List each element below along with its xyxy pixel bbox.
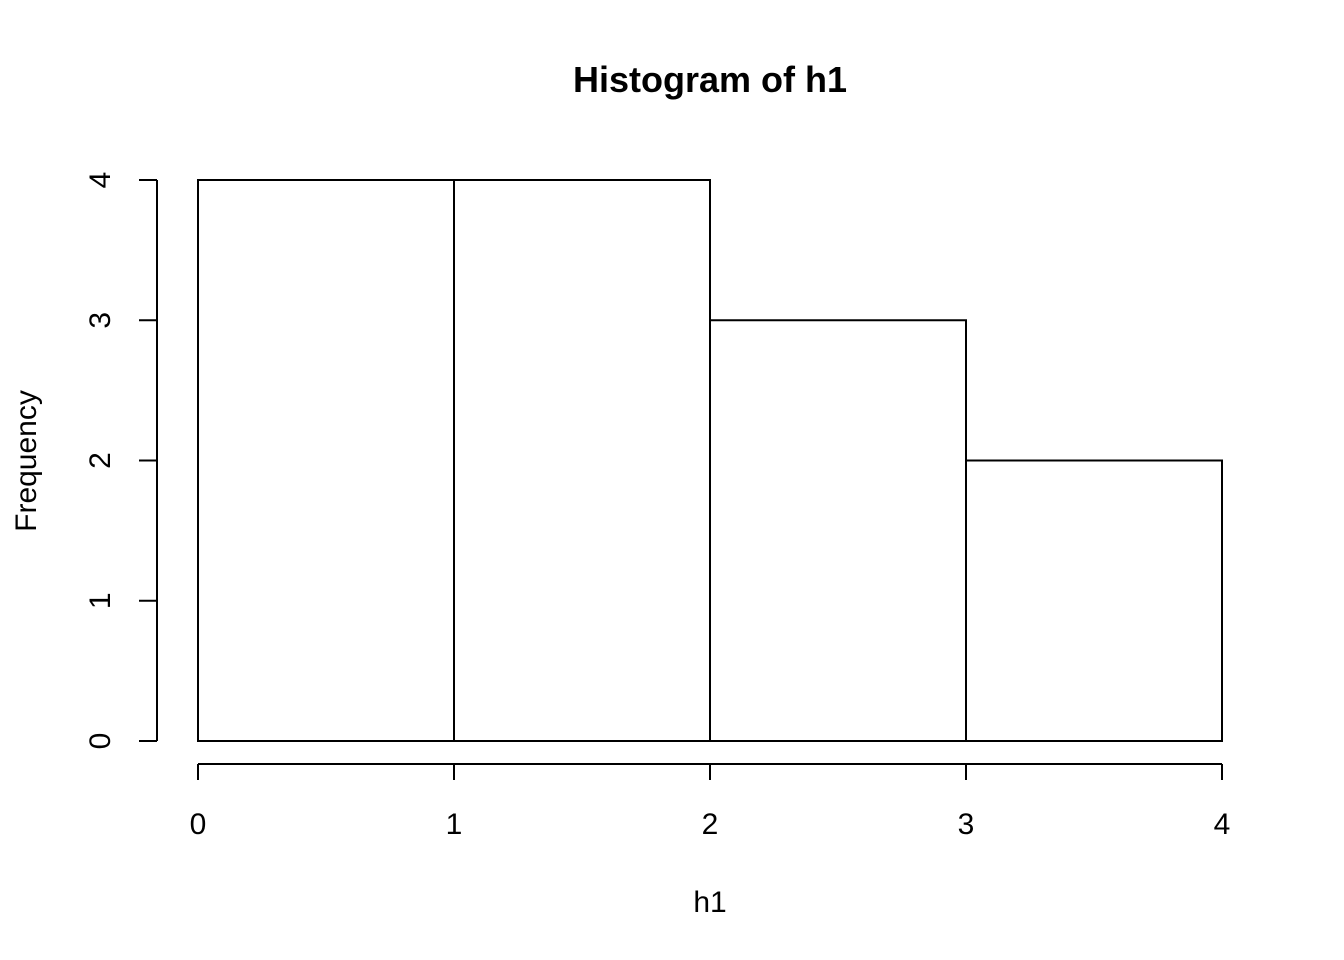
y-tick-label-2: 2 [84,452,117,469]
y-tick-label-3: 3 [84,312,117,329]
y-tick-label-4: 4 [84,172,117,189]
x-tick-label-3: 3 [958,808,975,841]
x-tick-label-0: 0 [190,808,207,841]
y-tick-label-0: 0 [84,733,117,750]
histogram-bar-3 [965,459,1223,742]
y-tick-label-1: 1 [84,592,117,609]
chart-title: Histogram of h1 [573,59,847,100]
y-axis-label: Frequency [10,390,43,532]
bars-group [197,179,1223,742]
x-axis: 0 1 2 3 4 [190,763,1231,841]
histogram-bar-1 [453,179,711,742]
y-axis: 0 1 2 3 4 [84,172,158,750]
x-tick-label-1: 1 [446,808,463,841]
histogram-bar-0 [197,179,455,742]
x-tick-label-2: 2 [702,808,719,841]
x-tick-label-4: 4 [1214,808,1231,841]
histogram-bar-2 [709,319,967,742]
x-axis-label: h1 [693,886,726,919]
